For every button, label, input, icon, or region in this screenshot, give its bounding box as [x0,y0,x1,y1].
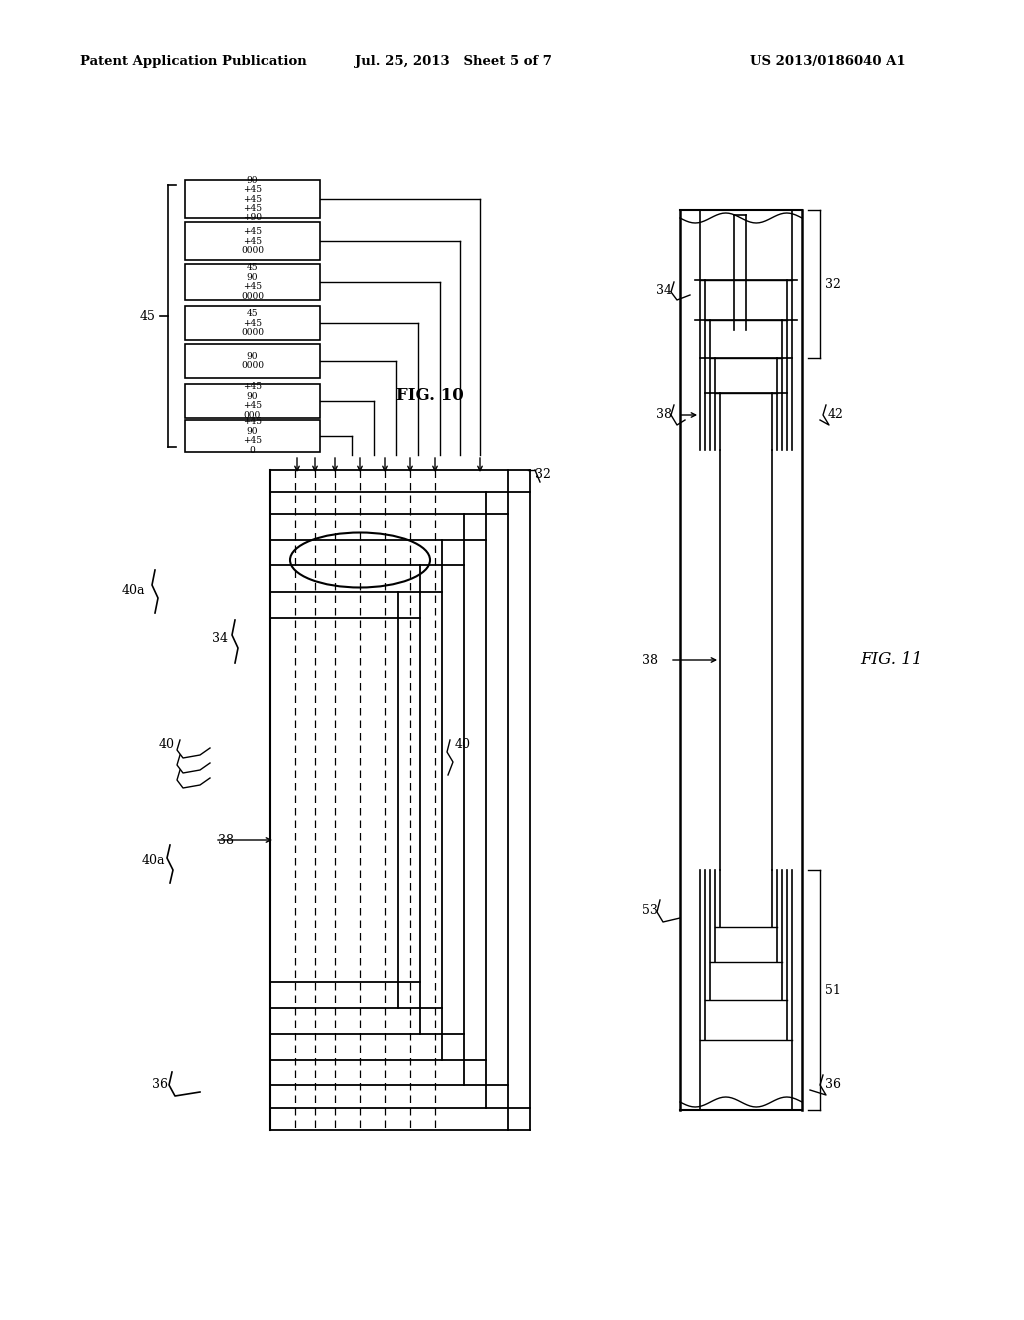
Bar [185,345,319,378]
Bar [185,306,319,341]
Text: 36: 36 [152,1078,168,1092]
Text: 90
0000: 90 0000 [241,352,264,370]
Text: 45
90
+45
0000: 45 90 +45 0000 [241,264,264,301]
Bar [185,420,319,451]
Text: +45
+45
0000: +45 +45 0000 [241,227,264,255]
Text: 90
+45
+45
+45
+90: 90 +45 +45 +45 +90 [243,176,262,222]
Text: FIG. 10: FIG. 10 [396,387,464,404]
Text: 40: 40 [455,738,471,751]
Text: 40a: 40a [122,583,145,597]
Text: US 2013/0186040 A1: US 2013/0186040 A1 [750,55,905,69]
Bar [185,222,319,260]
Text: 34: 34 [212,631,228,644]
Text: FIG. 11: FIG. 11 [860,652,923,668]
Text: 53: 53 [642,903,658,916]
Text: Jul. 25, 2013   Sheet 5 of 7: Jul. 25, 2013 Sheet 5 of 7 [355,55,552,69]
Text: 38: 38 [656,408,672,421]
Bar [185,180,319,218]
Text: +45
90
+45
0: +45 90 +45 0 [243,417,262,454]
Bar [185,264,319,300]
Text: 45: 45 [140,309,156,322]
Text: Patent Application Publication: Patent Application Publication [80,55,307,69]
Text: 45
+45
0000: 45 +45 0000 [241,309,264,337]
Bar [185,384,319,418]
Text: 40a: 40a [141,854,165,866]
Text: 34: 34 [656,284,672,297]
Text: 32: 32 [825,277,841,290]
Text: 38: 38 [642,653,658,667]
Text: 51: 51 [825,983,841,997]
Text: 38: 38 [218,833,234,846]
Text: 42: 42 [828,408,844,421]
Text: 40: 40 [159,738,175,751]
Text: 32: 32 [535,469,551,482]
Text: +45
90
+45
000: +45 90 +45 000 [243,383,262,420]
Text: 36: 36 [825,1078,841,1092]
